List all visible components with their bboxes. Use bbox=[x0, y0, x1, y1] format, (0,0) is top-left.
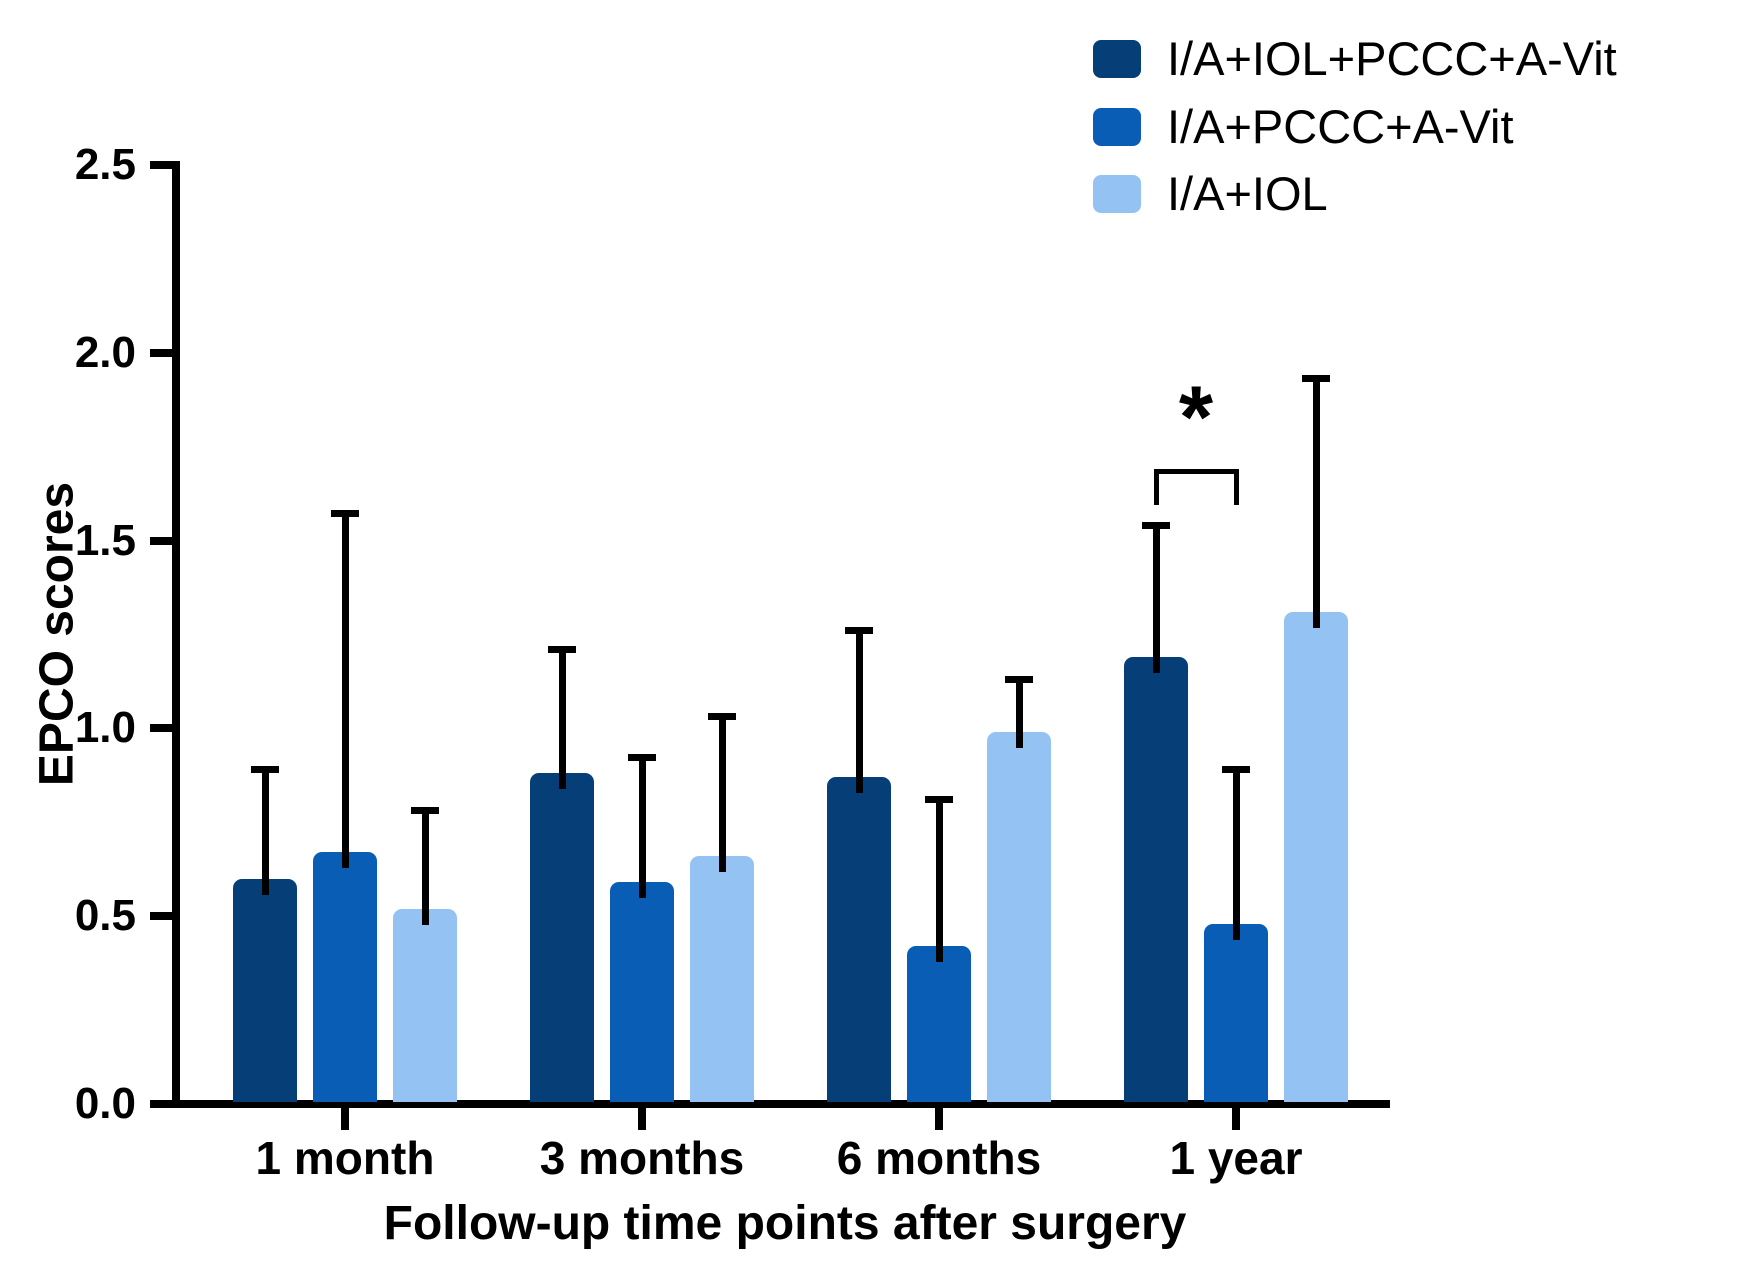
y-tick-label: 0.0 bbox=[74, 1079, 136, 1128]
significance-asterisk: * bbox=[1178, 367, 1214, 467]
legend-label: I/A+IOL+PCCC+A-Vit bbox=[1167, 32, 1617, 85]
error-bar-line bbox=[421, 811, 429, 925]
x-axis-line bbox=[172, 1100, 1390, 1108]
y-tick bbox=[150, 724, 172, 733]
y-tick bbox=[150, 1100, 172, 1108]
bar-6-months-series2 bbox=[987, 732, 1051, 1102]
y-tick bbox=[150, 161, 172, 169]
error-bar-line bbox=[558, 649, 566, 790]
error-bar-cap bbox=[845, 626, 873, 634]
x-tick bbox=[935, 1108, 943, 1130]
x-axis-title: Follow-up time points after surgery bbox=[383, 1197, 1187, 1250]
error-bar-cap bbox=[1302, 375, 1330, 383]
legend-swatch bbox=[1093, 107, 1141, 146]
error-bar-cap bbox=[628, 754, 656, 762]
error-bar-line bbox=[1015, 679, 1023, 749]
bar-1-month-series2 bbox=[393, 908, 457, 1102]
significance-annotation: * bbox=[0, 0, 1753, 600]
error-bar-line bbox=[935, 799, 943, 963]
significance-bracket-right-leg bbox=[1233, 469, 1239, 506]
error-bar-line bbox=[1152, 525, 1160, 674]
y-axis-line bbox=[172, 161, 180, 1108]
bar-1-year-series1 bbox=[1204, 923, 1268, 1102]
y-tick-label: 1.0 bbox=[74, 703, 136, 753]
error-bar-cap bbox=[1142, 521, 1170, 529]
y-tick-label: 2.0 bbox=[74, 327, 136, 377]
y-tick-label: 0.5 bbox=[74, 891, 136, 941]
legend-label: I/A+PCCC+A-Vit bbox=[1167, 99, 1514, 153]
error-bar-cap bbox=[251, 765, 279, 773]
x-category-label: 3 months bbox=[539, 1132, 745, 1184]
error-bar-line bbox=[638, 758, 646, 899]
error-bar-cap bbox=[411, 807, 439, 815]
y-tick-label: 1.5 bbox=[74, 515, 136, 565]
significance-bracket bbox=[1153, 469, 1239, 475]
error-bar-cap bbox=[548, 645, 576, 653]
bar-6-months-series1 bbox=[907, 946, 971, 1102]
error-bar-cap bbox=[708, 713, 736, 721]
error-bar-line bbox=[1312, 379, 1320, 628]
legend: I/A+IOL+PCCC+A-Vit I/A+PCCC+A-Vit I/A+IOL bbox=[0, 0, 1753, 260]
error-bar-line bbox=[718, 717, 726, 873]
y-tick bbox=[150, 912, 172, 921]
error-bar-line bbox=[855, 630, 863, 794]
bar-3-months-series0 bbox=[530, 773, 594, 1102]
y-tick-label: 2.5 bbox=[74, 140, 136, 189]
y-tick bbox=[150, 536, 172, 545]
error-bar-cap bbox=[925, 795, 953, 803]
x-category-label: 1 month bbox=[255, 1132, 435, 1184]
bar-3-months-series2 bbox=[690, 856, 754, 1102]
error-bar-cap bbox=[1222, 765, 1250, 773]
x-tick bbox=[341, 1108, 349, 1130]
legend-label: I/A+IOL bbox=[1167, 167, 1328, 220]
x-tick bbox=[1232, 1108, 1240, 1130]
bar-3-months-series1 bbox=[610, 882, 674, 1102]
y-tick bbox=[150, 348, 172, 357]
bar-1-month-series1 bbox=[313, 852, 377, 1102]
bar-1-year-series0 bbox=[1124, 657, 1188, 1102]
error-bar-line bbox=[261, 769, 269, 895]
error-bar-cap bbox=[331, 510, 359, 518]
x-category-label: 1 year bbox=[1169, 1132, 1303, 1184]
bar-1-month-series0 bbox=[233, 878, 297, 1102]
x-category-label: 6 months bbox=[836, 1132, 1042, 1184]
x-tick bbox=[638, 1108, 646, 1130]
legend-swatch bbox=[1093, 40, 1141, 78]
error-bar-line bbox=[341, 514, 349, 869]
bar-1-year-series2 bbox=[1284, 611, 1348, 1102]
error-bar-cap bbox=[1005, 675, 1033, 683]
error-bar-line bbox=[1232, 769, 1240, 940]
legend-swatch bbox=[1093, 175, 1141, 213]
significance-bracket-left-leg bbox=[1153, 469, 1159, 506]
bar-6-months-series0 bbox=[827, 777, 891, 1102]
